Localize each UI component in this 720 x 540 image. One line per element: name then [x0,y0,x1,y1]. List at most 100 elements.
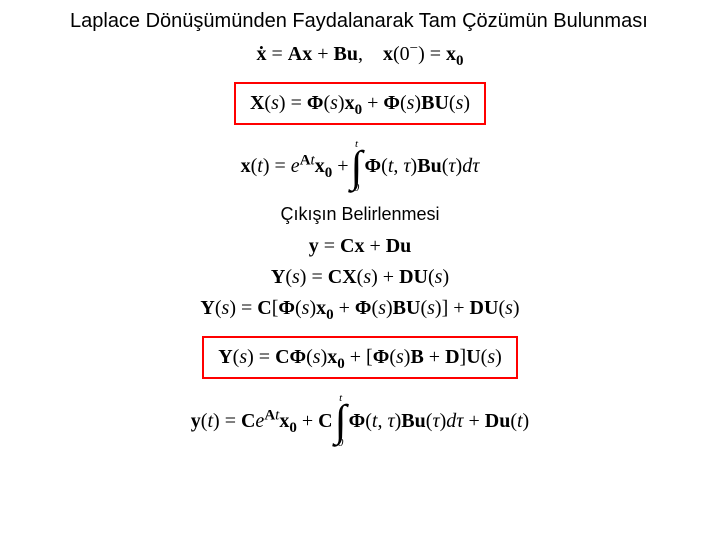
rparen: ) [463,92,470,114]
s-var: s [505,297,513,319]
A-sup: A [264,407,275,423]
C-mat: C [340,235,354,257]
zero-sub: 0 [326,307,334,323]
equation-laplace-state-row: X(s) = Φ(s)x0 + Φ(s)BU(s) [0,82,720,125]
lparen: ( [295,297,302,319]
B-mat: B [401,410,414,432]
x-vec-ic: x [383,43,393,65]
Phi: Φ [278,297,295,319]
x-vec: x [279,410,289,432]
s-var: s [378,297,386,319]
lparen: ( [449,92,456,114]
rparen: ) [513,297,520,319]
zero-sub: 0 [337,356,345,372]
X-s: X [250,92,264,114]
A-mat: A [288,43,302,65]
plus: + [429,346,445,368]
plus: + [453,297,469,319]
D-mat: D [485,410,499,432]
zero-sub: 0 [289,420,297,436]
eq: = [324,235,340,257]
U-s: U [414,266,428,288]
eq: = [311,266,327,288]
rparen: ) [418,43,425,65]
u-vec: u [347,43,358,65]
equation-time-state: x(t) = eAtx0 + t ∫ 0 Φ(t, τ)Bu(τ)dτ [0,139,720,194]
y-vec: y [309,235,319,257]
s-var: s [330,92,338,114]
rparen: ) [371,266,378,288]
rparen: ) [495,346,502,368]
C-mat: C [241,410,255,432]
lparen: ( [428,266,435,288]
tau-var: τ [387,410,394,432]
equation-time-output: y(t) = CeAtx0 + C t ∫ 0 Φ(t, τ)Bu(τ)dτ +… [0,393,720,448]
xdot: ẋ [256,43,266,65]
rparen: ) [247,346,254,368]
tau-var: τ [472,155,479,177]
B-mat: B [417,155,430,177]
equation-laplace-output-final-box: Y(s) = CΦ(s)x0 + [Φ(s)B + D]U(s) [202,336,518,379]
s-var: s [292,266,300,288]
rparen: ) [523,410,530,432]
e-const: e [291,155,300,177]
lparen: ( [389,346,396,368]
x-vec: x [327,346,337,368]
s-var: s [313,346,321,368]
U-s: U [466,346,480,368]
rparen: ) [338,92,345,114]
equation-laplace-state-box: X(s) = Φ(s)x0 + Φ(s)BU(s) [234,82,486,125]
lparen: ( [393,43,400,65]
plus: + [337,155,348,177]
plus: + [367,92,383,114]
x-vec: x [316,297,326,319]
x-vec: x [241,155,251,177]
X-s: X [342,266,356,288]
B-mat: B [421,92,434,114]
x-vec-0: x [446,43,456,65]
Phi: Φ [383,92,400,114]
zero-sub: 0 [325,165,333,181]
y-vec: y [191,410,201,432]
eq: = [275,155,291,177]
s-var: s [363,266,371,288]
U-s: U [406,297,420,319]
int-lower: 0 [354,183,360,194]
rparen: ) [213,410,220,432]
tau-var: τ [403,155,410,177]
e-const: e [255,410,264,432]
rparen: ) [300,266,307,288]
D-mat: D [445,346,459,368]
lparen: ( [510,410,517,432]
Phi: Φ [365,155,382,177]
integral-icon: t ∫ 0 [350,139,362,194]
lparen: ( [215,297,222,319]
x-vec: x [354,235,364,257]
u-vec: u [499,410,510,432]
tau-var: τ [432,410,439,432]
sub-heading: Çıkışın Belirlenmesi [0,204,720,225]
int-symbol: ∫ [350,148,362,185]
equation-state: ẋ = Ax + Bu, x(0−) = x0 [0,41,720,68]
Phi: Φ [307,92,324,114]
eq: = [291,92,307,114]
eq-sign: = [271,43,287,65]
Phi: Φ [349,410,366,432]
u-vec: u [400,235,411,257]
main-heading: Laplace Dönüşümünden Faydalanarak Tam Çö… [70,10,720,33]
tau-var: τ [456,410,463,432]
rbrack: ] [442,297,449,319]
rparen: ) [263,155,270,177]
lparen: ( [400,92,407,114]
plus: + [350,346,366,368]
A-sup: A [300,153,311,169]
equation-laplace-output-1: Y(s) = CX(s) + DU(s) [0,264,720,291]
page-root: Laplace Dönüşümünden Faydalanarak Tam Çö… [0,0,720,540]
lparen: ( [285,266,292,288]
Phi: Φ [355,297,372,319]
zero: 0 [400,43,410,65]
Y-s: Y [200,297,214,319]
rparen: ) [435,297,442,319]
d-diff: d [462,155,472,177]
plus: + [369,235,385,257]
